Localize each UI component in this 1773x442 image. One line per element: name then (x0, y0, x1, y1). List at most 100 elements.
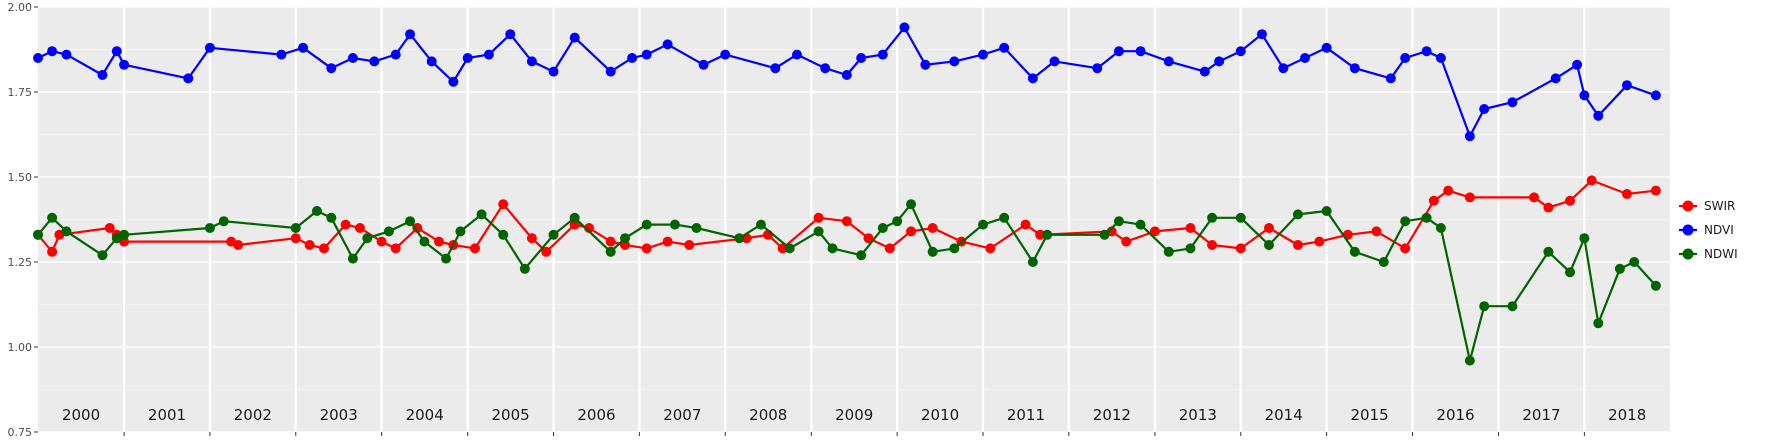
year-label: 2017 (1522, 406, 1560, 424)
ndwi-data-point (1435, 223, 1446, 233)
swir-data-point (841, 216, 852, 227)
legend-label-swir: SWIR (1704, 199, 1735, 213)
year-label: 2003 (320, 406, 358, 424)
ndwi-data-point (1565, 267, 1576, 278)
ndwi-data-point (1593, 318, 1604, 329)
ndvi-data-point (1163, 56, 1174, 67)
swir-data-point (1400, 243, 1411, 254)
swir-data-point (1235, 243, 1246, 254)
ndvi-data-point (47, 46, 58, 57)
ndwi-data-point (347, 253, 358, 264)
ndvi-data-point (999, 42, 1010, 53)
year-label: 2014 (1265, 406, 1303, 424)
ndwi-data-point (519, 263, 530, 274)
year-labels: 2000 2001 2002 2003 2004 2005 2006 2007 2008 2009… (62, 406, 1646, 424)
ndvi-data-point (483, 49, 494, 60)
ndwi-data-point (1579, 233, 1590, 244)
year-label: 2000 (62, 406, 100, 424)
ndvi-data-point (33, 53, 43, 63)
ndwi-data-point (978, 219, 989, 230)
swir-data-point (985, 243, 996, 254)
ndwi-data-point (620, 233, 631, 244)
y-axis: 0.75 1.00 1.25 1.50 1.75 2.00 (8, 1, 1585, 439)
y-tick-label: 2.00 (8, 1, 33, 14)
ndvi-data-point (569, 32, 580, 43)
ndwi-data-point (691, 223, 702, 233)
ndvi-data-point (326, 63, 337, 74)
ndwi-data-point (1464, 355, 1475, 366)
ndvi-data-point (462, 53, 473, 63)
ndwi-data-point (1479, 301, 1490, 312)
ndvi-data-point (1027, 73, 1038, 84)
ndwi-data-point (290, 223, 301, 233)
year-label: 2016 (1436, 406, 1474, 424)
ndwi-data-point (1378, 257, 1389, 267)
ndwi-data-point (1163, 246, 1174, 257)
ndvi-data-point (347, 53, 358, 63)
swir-data-point (354, 223, 365, 233)
swir-data-point (390, 243, 401, 254)
ndvi-data-point (1092, 63, 1103, 74)
legend-label-ndwi: NDWI (1704, 247, 1738, 261)
year-label: 2012 (1093, 406, 1131, 424)
swir-data-point (662, 236, 673, 247)
swir-data-point (1035, 229, 1046, 240)
ndvi-data-point (1572, 59, 1583, 70)
ndwi-data-point (218, 216, 229, 227)
swir-data-point (412, 223, 423, 233)
ndwi-data-point (1543, 246, 1554, 257)
ndwi-data-point (498, 229, 509, 240)
ndvi-data-point (1135, 46, 1146, 57)
swir-data-point (1207, 240, 1218, 250)
ndvi-data-point (641, 49, 652, 60)
ndwi-data-point (1027, 257, 1038, 267)
year-label: 2010 (921, 406, 959, 424)
ndvi-data-point (627, 53, 638, 63)
ndwi-data-point (119, 229, 130, 240)
y-tick-label: 1.75 (8, 86, 33, 99)
ndvi-data-point (877, 49, 888, 60)
ndvi-data-point (1235, 46, 1246, 57)
ndwi-data-point (641, 219, 652, 230)
ndwi-data-point (455, 226, 466, 237)
legend-key-swir (1682, 200, 1694, 212)
legend: SWIR NDVI NDWI (1679, 199, 1738, 261)
ndvi-data-point (426, 56, 437, 67)
year-label: 2005 (492, 406, 530, 424)
y-tick-label: 1.00 (8, 341, 33, 354)
ndvi-data-point (662, 39, 673, 50)
ndvi-data-point (1199, 66, 1210, 77)
swir-data-point (1263, 223, 1274, 233)
ndvi-data-point (405, 29, 416, 40)
ndwi-data-point (1507, 301, 1518, 312)
year-label: 2007 (663, 406, 701, 424)
year-label: 2018 (1608, 406, 1646, 424)
ndwi-data-point (1629, 257, 1640, 267)
ndvi-data-point (841, 70, 852, 80)
ndwi-data-point (362, 233, 373, 244)
ndwi-data-point (755, 219, 766, 230)
swir-data-point (1650, 185, 1661, 196)
ndvi-data-point (390, 49, 401, 60)
ndwi-data-point (605, 246, 616, 257)
swir-data-point (641, 243, 652, 254)
swir-data-point (1149, 226, 1160, 237)
series-layer (33, 22, 1661, 366)
swir-data-point (927, 223, 938, 233)
ndvi-data-point (1321, 42, 1332, 53)
swir-data-point (1586, 175, 1597, 186)
ndwi-data-point (669, 219, 680, 230)
ndwi-data-point (1113, 216, 1124, 227)
ndvi-data-point (97, 70, 108, 80)
ndwi-data-point (97, 250, 108, 261)
ndwi-data-point (999, 212, 1010, 223)
ndwi-data-point (927, 246, 938, 257)
ndwi-data-point (311, 206, 322, 216)
ndwi-data-point (61, 226, 72, 237)
ndvi-data-point (1550, 73, 1561, 84)
swir-data-point (1529, 192, 1540, 203)
year-label: 2013 (1179, 406, 1217, 424)
swir-data-point (1428, 195, 1439, 206)
ndvi-data-point (505, 29, 516, 40)
ndwi-data-point (949, 243, 960, 254)
